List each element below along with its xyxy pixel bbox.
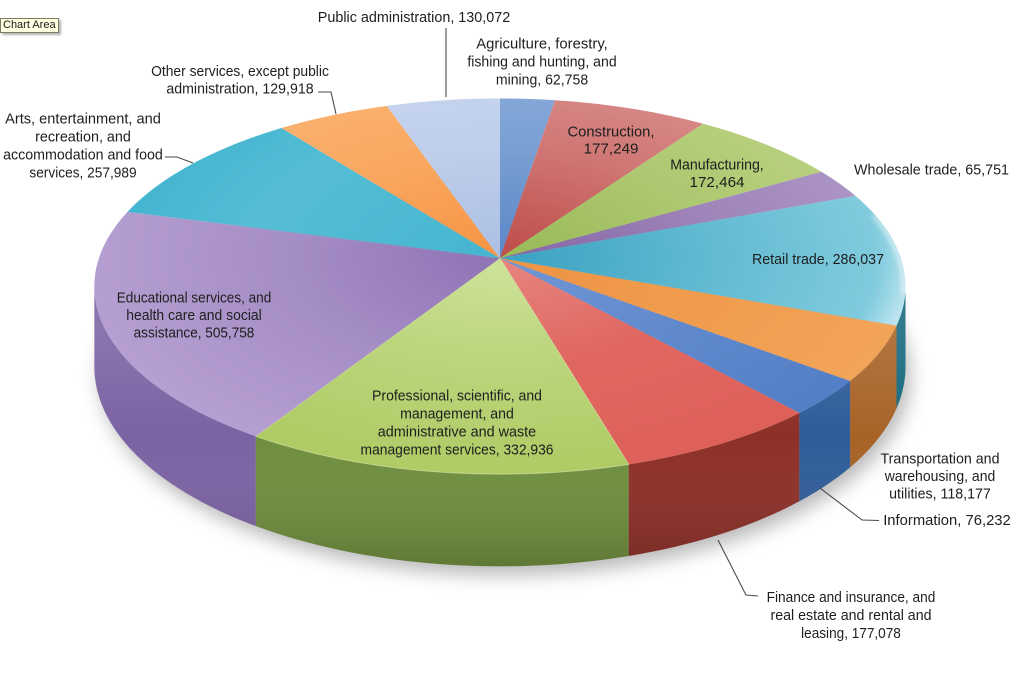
- svg-text:Wholesale trade, 65,751: Wholesale trade, 65,751: [854, 162, 1009, 179]
- svg-text:management services, 332,936: management services, 332,936: [361, 442, 554, 459]
- svg-text:Educational services, and: Educational services, and: [117, 290, 272, 307]
- svg-text:Construction,: Construction,: [568, 124, 655, 141]
- svg-text:fishing and hunting, and: fishing and hunting, and: [467, 54, 616, 71]
- svg-text:utilities, 118,177: utilities, 118,177: [889, 486, 991, 503]
- svg-text:management, and: management, and: [400, 406, 514, 423]
- svg-text:warehousing, and: warehousing, and: [884, 468, 996, 485]
- svg-text:Retail trade, 286,037: Retail trade, 286,037: [752, 251, 884, 268]
- svg-text:Professional, scientific, and: Professional, scientific, and: [372, 388, 542, 405]
- svg-text:recreation, and: recreation, and: [35, 129, 131, 146]
- svg-text:177,249: 177,249: [584, 141, 639, 158]
- svg-text:Transportation and: Transportation and: [881, 451, 1000, 468]
- svg-text:Arts, entertainment, and: Arts, entertainment, and: [5, 111, 161, 128]
- svg-text:services, 257,989: services, 257,989: [29, 165, 136, 182]
- svg-text:172,464: 172,464: [690, 174, 745, 191]
- svg-text:Agriculture, forestry,: Agriculture, forestry,: [476, 36, 608, 53]
- svg-text:leasing, 177,078: leasing, 177,078: [801, 625, 901, 642]
- svg-text:Finance and insurance, and: Finance and insurance, and: [767, 589, 936, 606]
- svg-text:mining, 62,758: mining, 62,758: [496, 72, 588, 89]
- svg-text:administration, 129,918: administration, 129,918: [166, 81, 313, 98]
- svg-text:Other services, except public: Other services, except public: [151, 63, 329, 80]
- svg-text:Public administration, 130,072: Public administration, 130,072: [318, 9, 511, 26]
- svg-text:health care and social: health care and social: [126, 307, 262, 324]
- svg-text:assistance, 505,758: assistance, 505,758: [134, 325, 255, 342]
- svg-text:administrative and waste: administrative and waste: [378, 424, 536, 441]
- svg-text:real estate and rental and: real estate and rental and: [771, 607, 932, 624]
- svg-text:Manufacturing,: Manufacturing,: [670, 157, 764, 174]
- svg-text:Information, 76,232: Information, 76,232: [883, 512, 1011, 529]
- svg-text:accommodation and food: accommodation and food: [3, 147, 163, 164]
